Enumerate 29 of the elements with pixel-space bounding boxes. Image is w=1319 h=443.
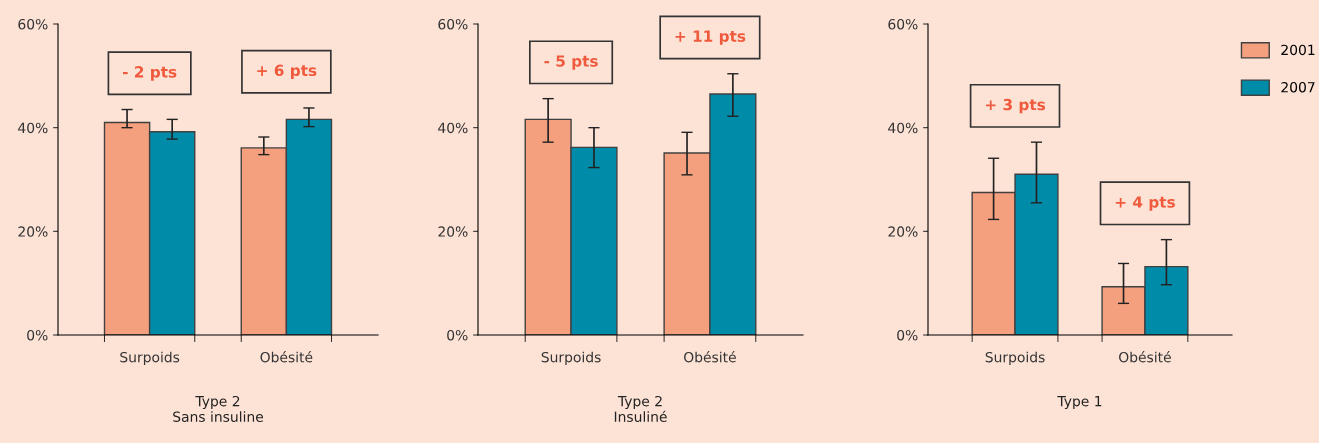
annotation: + 6 pts	[257, 64, 317, 80]
y-tick-label: 40%	[18, 122, 48, 134]
y-tick-label: 40%	[438, 122, 468, 134]
annotation: + 3 pts	[985, 98, 1046, 114]
y-tick-label: 60%	[18, 18, 48, 30]
x-axis-title: Type 2 Insuliné	[614, 395, 667, 422]
y-tick-label: 60%	[888, 18, 918, 30]
x-tick-label: Obésité	[684, 351, 736, 363]
legend-label: 2007	[1281, 82, 1315, 93]
x-tick-label: Obésité	[260, 351, 313, 363]
annotation: + 4 pts	[1115, 196, 1175, 211]
annotation: - 2 pts	[122, 66, 177, 81]
annotation: + 11 pts	[675, 30, 746, 45]
y-tick-label: 40%	[888, 122, 918, 134]
y-tick-label: 20%	[438, 226, 468, 237]
x-axis-title: Type 1	[1057, 396, 1102, 410]
y-tick-label: 0%	[27, 329, 48, 341]
y-tick-label: 60%	[438, 18, 468, 30]
x-tick-label: Surpoids	[985, 351, 1045, 366]
annotation: - 5 pts	[544, 55, 598, 70]
y-tick-label: 20%	[888, 226, 918, 237]
x-tick-label: Surpoids	[120, 351, 180, 366]
legend-label: 2001	[1281, 44, 1315, 56]
x-tick-label: Surpoids	[541, 351, 601, 366]
y-tick-label: 20%	[18, 226, 48, 237]
y-tick-label: 0%	[897, 329, 918, 341]
x-axis-title: Type 2 Sans insuline	[173, 395, 264, 422]
y-tick-label: 0%	[447, 329, 468, 341]
x-tick-label: Obésité	[1119, 351, 1171, 363]
